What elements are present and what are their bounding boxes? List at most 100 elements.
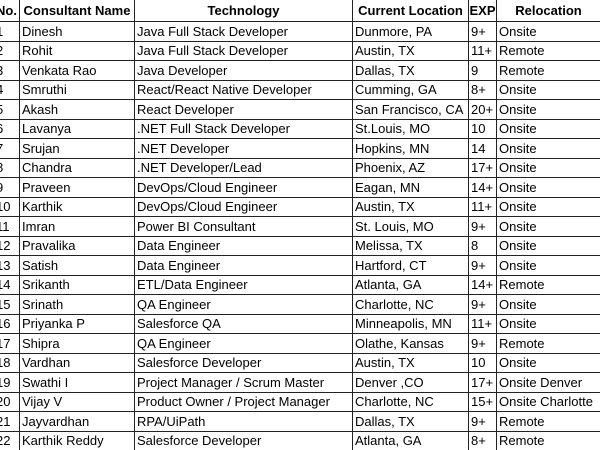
table-cell: Dallas, TX bbox=[353, 412, 469, 432]
table-cell: 8 bbox=[0, 158, 20, 178]
table-cell: 9 bbox=[0, 178, 20, 198]
table-cell: 13 bbox=[0, 256, 20, 276]
table-cell: .NET Full Stack Developer bbox=[135, 119, 353, 139]
table-cell: Onsite bbox=[497, 81, 600, 100]
table-cell: 14 bbox=[469, 139, 497, 159]
table-cell: Cumming, GA bbox=[353, 80, 469, 100]
table-cell: 9 bbox=[469, 61, 497, 81]
table-cell: Charlotte, NC bbox=[353, 392, 469, 412]
table-cell: Onsite bbox=[497, 198, 600, 217]
table-cell: Onsite bbox=[497, 315, 600, 334]
table-cell: 15 bbox=[0, 295, 20, 315]
table-cell: 4 bbox=[0, 80, 20, 100]
table-cell: Eagan, MN bbox=[353, 178, 469, 198]
table-cell: San Francisco, CA bbox=[353, 100, 469, 120]
table-cell: Vijay V bbox=[20, 392, 135, 412]
table-cell: Salesforce Developer bbox=[135, 353, 353, 373]
table-cell: Atlanta, GA bbox=[353, 431, 469, 450]
table-cell: Vardhan bbox=[20, 353, 135, 373]
table-cell: Salesforce Developer bbox=[135, 431, 353, 450]
table-cell: Praveen bbox=[20, 178, 135, 198]
table-cell: 10 bbox=[469, 353, 497, 373]
table-cell: Dunmore, PA bbox=[353, 22, 469, 42]
table-cell: Data Engineer bbox=[135, 256, 353, 276]
table-cell: QA Engineer bbox=[135, 334, 353, 354]
table-cell: Java Developer bbox=[135, 61, 353, 81]
table-cell: Rohit bbox=[20, 41, 135, 61]
table-cell: St. Louis, MO bbox=[353, 217, 469, 237]
table-cell: Charlotte, NC bbox=[353, 295, 469, 315]
table-cell: Remote bbox=[497, 61, 600, 81]
table-cell: Onsite Denver bbox=[497, 373, 600, 393]
table-cell: Java Full Stack Developer bbox=[135, 41, 353, 61]
table-cell: Shipra bbox=[20, 334, 135, 354]
table-cell: ETL/Data Engineer bbox=[135, 275, 353, 295]
table-cell: 9+ bbox=[469, 217, 497, 237]
table-cell: 9+ bbox=[469, 256, 497, 276]
header-cell: Current Location bbox=[353, 0, 469, 22]
table-cell: Swathi I bbox=[20, 373, 135, 393]
table-cell: Jayvardhan bbox=[20, 412, 135, 432]
table-cell: 18 bbox=[0, 353, 20, 373]
table-cell: Hopkins, MN bbox=[353, 139, 469, 159]
table-cell: Austin, TX bbox=[353, 353, 469, 373]
table-cell: .NET Developer/Lead bbox=[135, 158, 353, 178]
table-cell: 17+ bbox=[469, 373, 497, 393]
table-cell: Atlanta, GA bbox=[353, 275, 469, 295]
table-cell: Phoenix, AZ bbox=[353, 158, 469, 178]
table-cell: Remote bbox=[497, 432, 600, 450]
table-cell: 9+ bbox=[469, 334, 497, 354]
table-cell: Onsite bbox=[497, 120, 600, 139]
table-cell: 2 bbox=[0, 41, 20, 61]
table-cell: St.Louis, MO bbox=[353, 119, 469, 139]
table-cell: Onsite bbox=[497, 159, 600, 178]
table-cell: Onsite bbox=[497, 22, 600, 42]
table-cell: Karthik bbox=[20, 197, 135, 217]
table-cell: 11 bbox=[0, 217, 20, 237]
table-cell: React Developer bbox=[135, 100, 353, 120]
table-cell: 16 bbox=[0, 314, 20, 334]
table-cell: 8+ bbox=[469, 431, 497, 450]
table-cell: Austin, TX bbox=[353, 197, 469, 217]
table-cell: Onsite bbox=[497, 256, 600, 276]
table-cell: 19 bbox=[0, 373, 20, 393]
table-cell: Priyanka P bbox=[20, 314, 135, 334]
table-cell: Dallas, TX bbox=[353, 61, 469, 81]
table-cell: 3 bbox=[0, 61, 20, 81]
table-cell: Onsite bbox=[497, 100, 600, 120]
table-cell: 1 bbox=[0, 22, 20, 42]
table-cell: 10 bbox=[0, 197, 20, 217]
table-cell: 8+ bbox=[469, 80, 497, 100]
table-cell: 21 bbox=[0, 412, 20, 432]
table-cell: Onsite Charlotte bbox=[497, 393, 600, 412]
table-cell: 12 bbox=[0, 236, 20, 256]
table-cell: Srikanth bbox=[20, 275, 135, 295]
table-cell: Onsite bbox=[497, 178, 600, 198]
table-cell: Srinath bbox=[20, 295, 135, 315]
header-cell: No. bbox=[0, 0, 20, 22]
table-cell: Minneapolis, MN bbox=[353, 314, 469, 334]
table-cell: Onsite bbox=[497, 237, 600, 256]
table-cell: 6 bbox=[0, 119, 20, 139]
table-cell: Java Full Stack Developer bbox=[135, 22, 353, 42]
table-cell: 22 bbox=[0, 431, 20, 450]
table-cell: Chandra bbox=[20, 158, 135, 178]
table-cell: Melissa, TX bbox=[353, 236, 469, 256]
table-cell: 20 bbox=[0, 392, 20, 412]
table-cell: Project Manager / Scrum Master bbox=[135, 373, 353, 393]
table-cell: Power BI Consultant bbox=[135, 217, 353, 237]
table-cell: Onsite bbox=[497, 217, 600, 237]
table-cell: Olathe, Kansas bbox=[353, 334, 469, 354]
table-cell: 8 bbox=[469, 236, 497, 256]
table-cell: Denver ,CO bbox=[353, 373, 469, 393]
table-cell: 14 bbox=[0, 275, 20, 295]
table-cell: Imran bbox=[20, 217, 135, 237]
table-cell: .NET Developer bbox=[135, 139, 353, 159]
table-cell: Austin, TX bbox=[353, 41, 469, 61]
header-cell: Technology bbox=[135, 0, 353, 22]
table-cell: 15+ bbox=[469, 392, 497, 412]
table-cell: 11+ bbox=[469, 197, 497, 217]
table-cell: Srujan bbox=[20, 139, 135, 159]
table-cell: DevOps/Cloud Engineer bbox=[135, 178, 353, 198]
